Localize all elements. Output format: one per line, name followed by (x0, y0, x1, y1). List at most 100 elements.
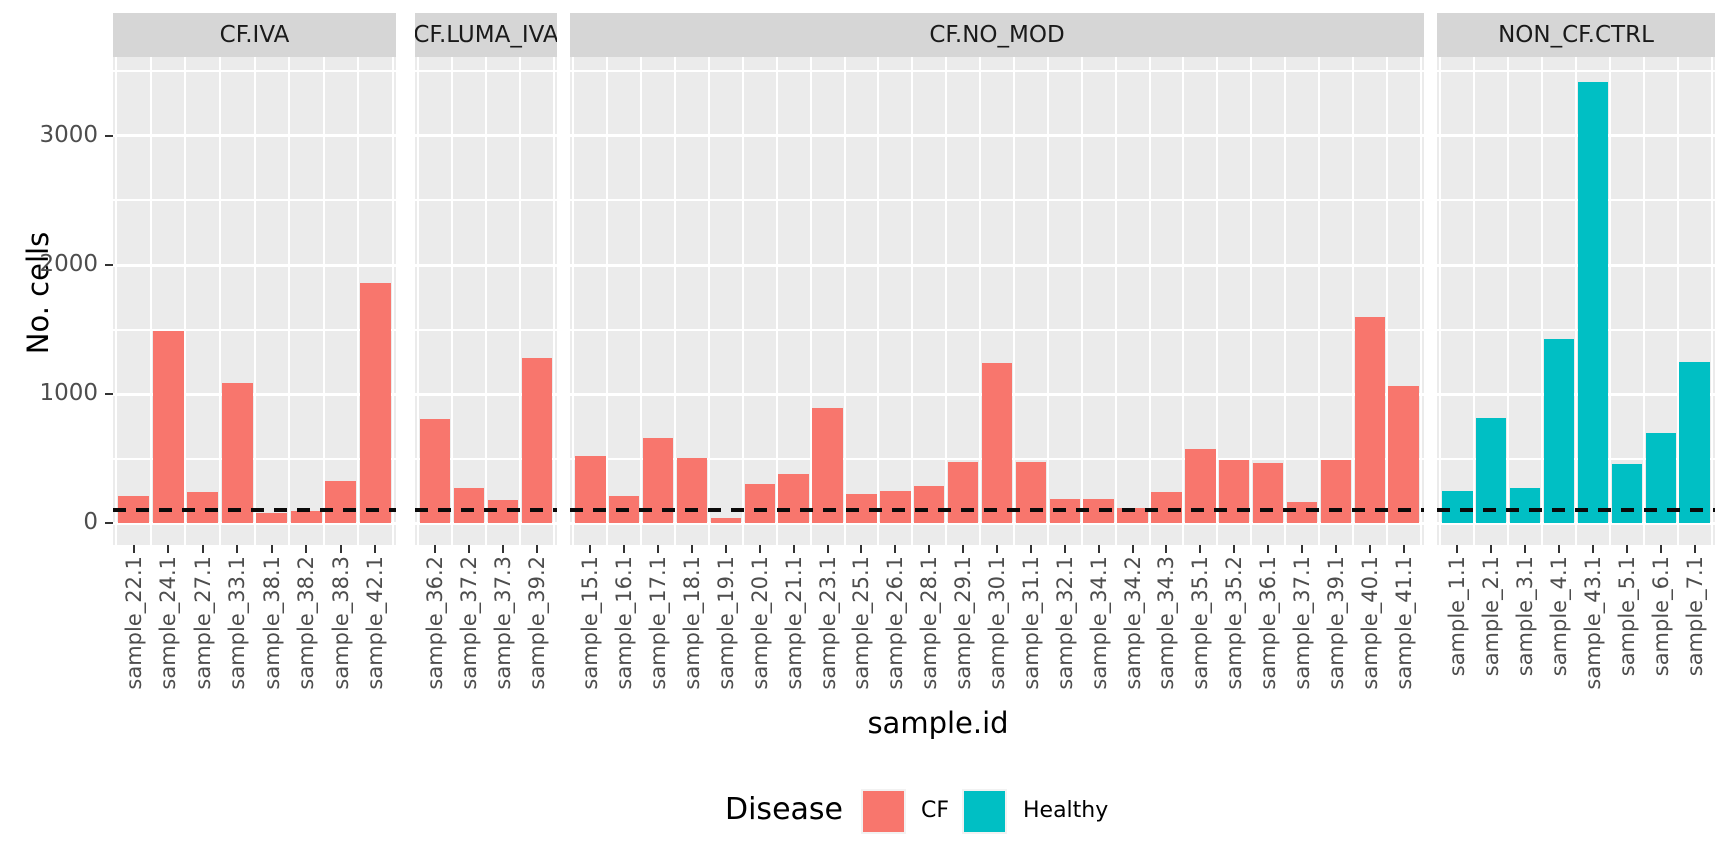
x-tick-label: sample_17.1 (646, 556, 671, 690)
gridline-vertical (775, 57, 778, 545)
bar-sample_31.1 (1015, 462, 1047, 524)
bar-sample_21.1 (778, 474, 809, 524)
x-axis-tick (167, 545, 170, 553)
bar-sample_4.1 (1543, 338, 1575, 524)
x-axis-tick (860, 545, 863, 553)
x-axis-tick (1524, 545, 1527, 553)
gridline-vertical (843, 57, 846, 545)
bar-sample_20.1 (744, 484, 776, 524)
bar-sample_15.1 (575, 455, 606, 524)
gridline-vertical (552, 57, 555, 545)
x-tick-label: sample_37.1 (1290, 556, 1314, 690)
bar-sample_39.2 (521, 357, 552, 524)
gridline-vertical (1317, 57, 1320, 545)
bar-sample_6.1 (1645, 432, 1676, 524)
gridline-vertical (1507, 57, 1510, 545)
x-axis-tick (1029, 545, 1032, 553)
gridline-vertical (1148, 57, 1151, 545)
gridline-vertical (1216, 57, 1219, 545)
x-tick-label: sample_24.1 (156, 556, 181, 690)
x-tick-label: sample_43.1 (1580, 556, 1605, 690)
x-axis-tick (1267, 545, 1270, 553)
gridline-vertical (1473, 57, 1476, 545)
gridline-vertical (115, 57, 118, 545)
x-axis-tick (1165, 545, 1168, 553)
gridline-vertical (218, 57, 221, 545)
x-tick-label: sample_37.3 (490, 556, 515, 690)
x-axis-tick (1301, 545, 1303, 553)
legend-key-cf (861, 789, 906, 834)
x-tick-label: sample_19.1 (713, 556, 738, 690)
x-axis-tick (1368, 545, 1371, 553)
x-axis-tick (758, 545, 761, 553)
x-tick-label: sample_38.2 (294, 556, 319, 690)
bar-sample_37.2 (453, 488, 485, 524)
bar-sample_42.1 (359, 283, 391, 524)
gridline-vertical (1439, 57, 1442, 545)
bar-sample_2.1 (1475, 417, 1507, 524)
x-tick-label: sample_31.1 (1018, 556, 1043, 690)
bar-sample_29.1 (947, 462, 979, 524)
x-axis-tick (928, 545, 931, 553)
gridline-vertical (1046, 57, 1049, 545)
gridline-vertical (1351, 57, 1354, 545)
gridline-vertical (979, 57, 982, 545)
x-axis-tick (1693, 545, 1696, 553)
x-tick-label: sample_20.1 (747, 556, 772, 690)
facet-strip-label: NON_CF.CTRL (1498, 22, 1654, 48)
x-axis-tick (724, 545, 727, 553)
bar-sample_19.1 (710, 517, 742, 524)
x-tick-label: sample_22.1 (121, 556, 146, 690)
gridline-vertical (357, 57, 360, 545)
gridline-vertical (1250, 57, 1253, 545)
x-axis-tick (962, 545, 965, 553)
gridline-minor (570, 328, 1424, 331)
gridline-vertical (911, 57, 914, 545)
gridline-vertical (877, 57, 880, 545)
gridline-vertical (1541, 57, 1544, 545)
x-tick-label: sample_4.1 (1547, 556, 1572, 677)
x-axis-tick (339, 545, 342, 553)
x-tick-label: sample_39.1 (1323, 556, 1348, 690)
threshold-dashed-line (415, 508, 557, 513)
gridline-vertical (1012, 57, 1015, 545)
x-axis-tick (236, 545, 239, 553)
y-axis-tick (105, 522, 113, 525)
bar-sample_36.1 (1252, 463, 1284, 524)
gridline-vertical (417, 57, 420, 545)
bar-sample_43.1 (1577, 81, 1609, 524)
x-axis-tick (1558, 545, 1561, 553)
bar-sample_27.1 (187, 492, 219, 524)
y-axis-tick-label: 1000 (39, 380, 98, 407)
y-axis-tick (105, 393, 113, 396)
legend-title: Disease (725, 792, 843, 827)
x-tick-label: sample_15.1 (578, 556, 603, 690)
x-axis-tick (1334, 545, 1337, 553)
x-tick-label: sample_26.1 (883, 556, 908, 690)
bar-sample_23.1 (812, 408, 843, 524)
x-tick-label: sample_16.1 (612, 556, 637, 690)
bar-sample_3.1 (1509, 488, 1541, 524)
x-tick-label: sample_33.1 (225, 556, 250, 690)
gridline-vertical (640, 57, 643, 545)
bar-sample_30.1 (981, 363, 1013, 524)
bar-sample_39.1 (1320, 459, 1352, 524)
bar-sample_5.1 (1611, 463, 1643, 524)
y-axis-tick (105, 264, 113, 266)
x-axis-tick (691, 545, 693, 553)
threshold-dashed-line (570, 508, 1424, 513)
gridline-major (570, 134, 1424, 138)
x-tick-label: sample_1.1 (1445, 556, 1470, 677)
gridline-vertical (1608, 57, 1611, 545)
gridline-vertical (149, 57, 152, 545)
gridline-vertical (253, 57, 256, 545)
bar-sample_41.1 (1388, 386, 1419, 524)
x-tick-label: sample_34.2 (1120, 556, 1145, 690)
x-axis-tick (894, 545, 897, 553)
gridline-vertical (945, 57, 948, 545)
x-tick-label: sample_3.1 (1513, 556, 1538, 677)
facet-strip-cf-no-mod: CF.NO_MOD (570, 13, 1424, 57)
gridline-vertical (1114, 57, 1117, 545)
x-axis-tick (1625, 545, 1628, 553)
x-axis-tick (996, 545, 998, 553)
